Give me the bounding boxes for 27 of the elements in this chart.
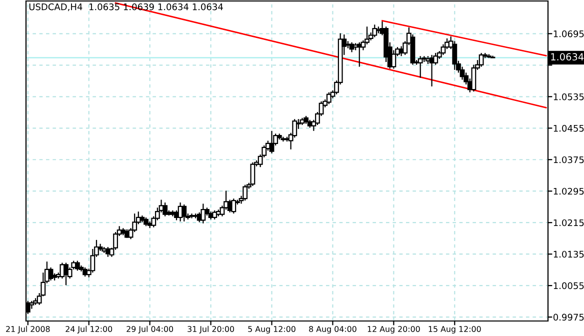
candlestick [242, 184, 248, 202]
y-tick-label: 1.0295 [554, 188, 584, 195]
y-tick-label: 1.0215 [554, 219, 584, 226]
y-tick-label: 0.9975 [553, 314, 584, 321]
candlestick [391, 50, 396, 70]
candlestick [200, 203, 206, 224]
candlestick [452, 40, 458, 70]
candlestick [250, 162, 256, 187]
candlestick [231, 198, 236, 214]
candlestick [372, 24, 378, 38]
candlestick [182, 204, 187, 222]
y-tick-label: 1.0375 [554, 156, 584, 164]
candlestick [74, 260, 80, 272]
candlestick [418, 56, 423, 78]
y-tick-label: 1.0055 [554, 282, 584, 290]
candlestick [212, 210, 218, 220]
candlestick [269, 130, 274, 154]
y-tick-label: 1.0535 [554, 93, 584, 100]
y-tick-label: 1.0135 [554, 250, 584, 258]
candlestick [64, 262, 68, 286]
candlestick [326, 92, 332, 105]
candlestick [162, 202, 168, 217]
y-tick-label: 1.0455 [554, 124, 584, 132]
ref-line-label: 1.0634 [551, 53, 584, 60]
y-tick-label: 1.0695 [554, 30, 584, 38]
candlestick [471, 64, 476, 92]
candlestick [478, 52, 484, 68]
